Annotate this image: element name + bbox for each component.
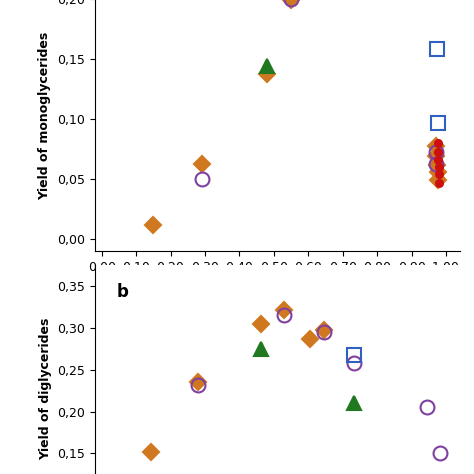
Y-axis label: Yield of monoglycerides: Yield of monoglycerides: [38, 32, 52, 200]
Y-axis label: Yield of diglycerides: Yield of diglycerides: [39, 318, 52, 460]
Text: b: b: [117, 283, 128, 301]
X-axis label: Conversion of triglycerides: Conversion of triglycerides: [172, 280, 383, 293]
